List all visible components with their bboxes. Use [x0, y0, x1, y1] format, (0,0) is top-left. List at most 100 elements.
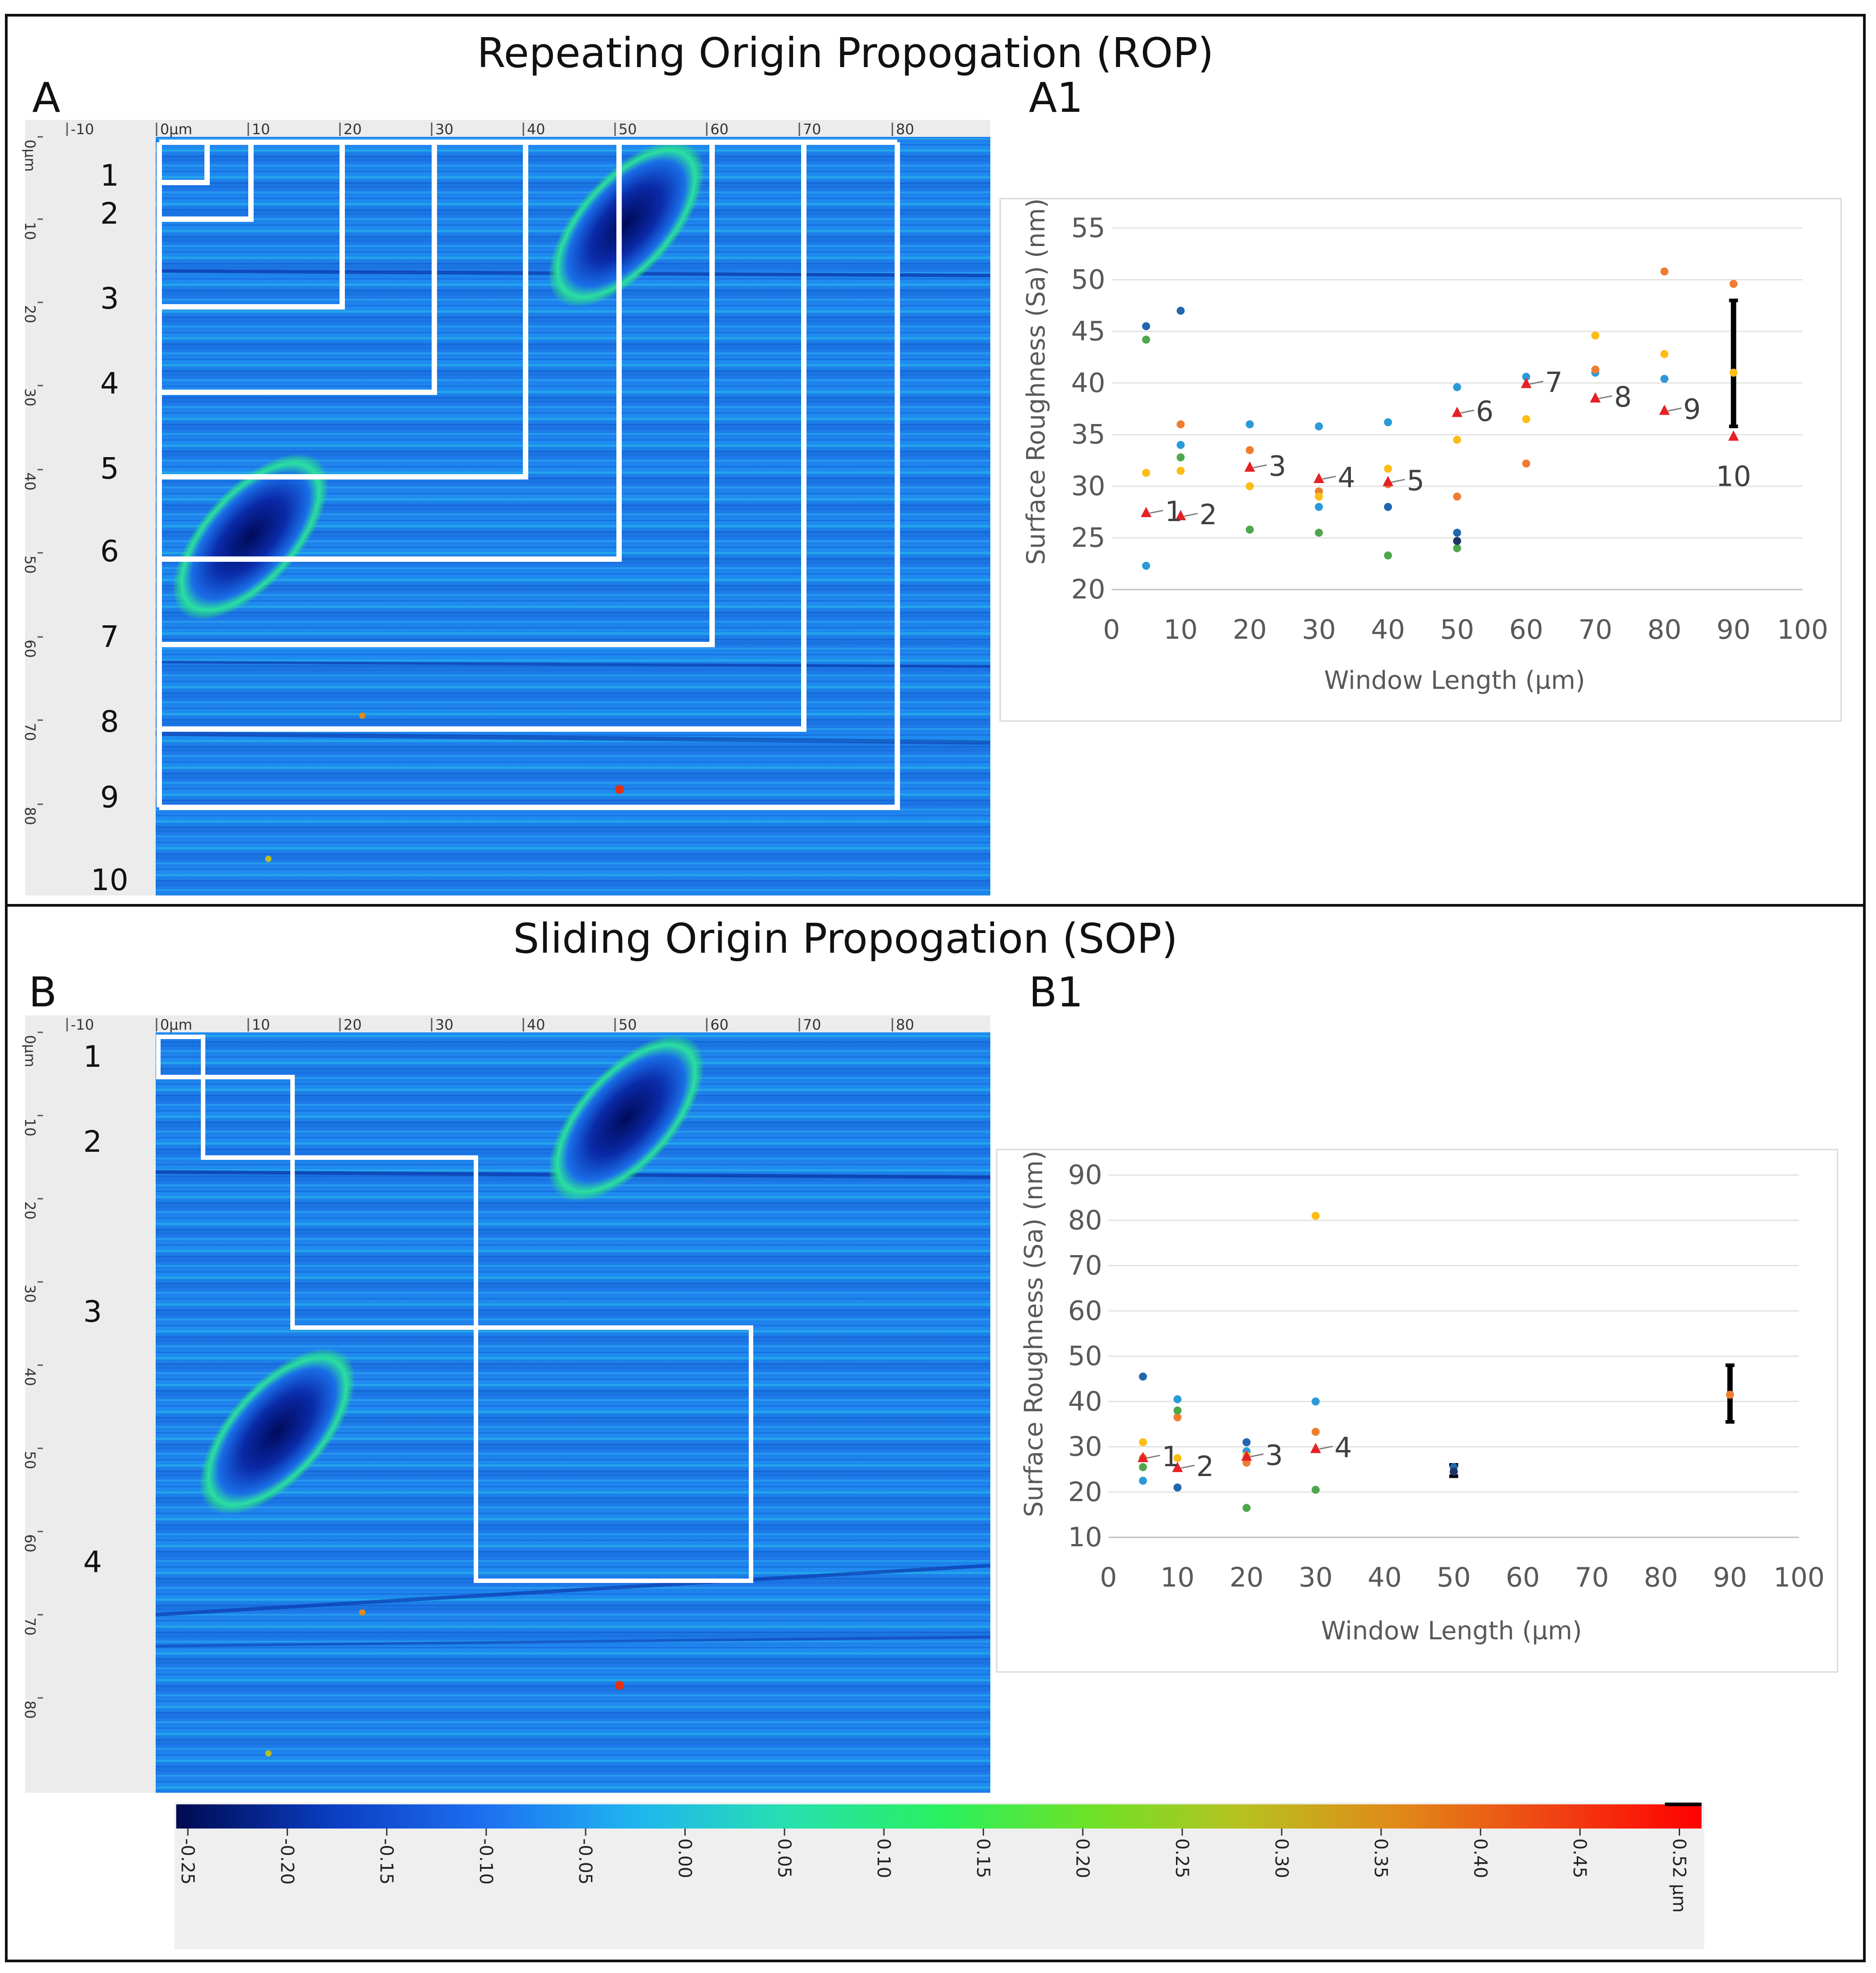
y-tick-label: 70	[1068, 1250, 1102, 1281]
ruler-left-b	[25, 1032, 156, 1793]
data-point-green	[1384, 551, 1392, 560]
ruler-top-label-b: 80	[896, 1016, 914, 1033]
data-point-orange	[1312, 1428, 1320, 1436]
data-point-light-blue	[1142, 561, 1150, 570]
ruler-left-label-a: 60	[21, 640, 38, 658]
y-tick-label: 45	[1071, 316, 1105, 347]
x-tick-label: 0	[1100, 1562, 1117, 1593]
data-point-light-blue	[1315, 503, 1323, 511]
ruler-top-label-a: 30	[435, 121, 454, 138]
y-tick-label: 40	[1071, 367, 1105, 399]
colorbar-tick-label: 0.35	[1371, 1838, 1391, 1878]
ruler-top-label-a: 70	[803, 121, 821, 138]
y-tick-label: 20	[1068, 1477, 1102, 1508]
data-point-orange	[1726, 1391, 1734, 1399]
ruler-top-label-b: 10	[252, 1016, 270, 1033]
rop-window-number: 2	[100, 196, 119, 231]
colorbar-tick-label: 0.10	[873, 1838, 894, 1878]
data-point-green	[1139, 1463, 1147, 1472]
annotation-leader	[1253, 464, 1267, 469]
sop-window-number: 1	[83, 1040, 102, 1074]
ruler-left-label-b: 30	[21, 1285, 38, 1303]
rop-window-number: 8	[100, 704, 119, 739]
pit-feature	[199, 1348, 356, 1515]
ruler-top-label-a: 20	[344, 121, 362, 138]
data-point-dark-blue	[1453, 529, 1461, 537]
data-point-dark-blue	[1139, 1372, 1147, 1381]
annotation-leader	[1250, 1453, 1264, 1458]
data-point-light-blue	[1384, 418, 1392, 427]
data-point-yellow	[1522, 415, 1530, 424]
data-point-yellow	[1312, 1212, 1320, 1220]
ruler-top-label-b: 70	[803, 1016, 821, 1033]
data-point-mean	[1659, 404, 1670, 415]
colorbar-tick-label: 0.40	[1470, 1838, 1490, 1878]
data-point-light-blue	[1139, 1477, 1147, 1485]
data-point-green	[1176, 453, 1185, 462]
rop-window-number: 3	[100, 281, 119, 316]
pit-feature	[548, 140, 705, 307]
annotation-leader	[1668, 407, 1682, 412]
ruler-top-label-a: 0µm	[160, 121, 192, 138]
data-point-mean	[1452, 407, 1463, 417]
x-tick-label: 20	[1233, 614, 1267, 645]
data-point-yellow	[1729, 369, 1738, 377]
y-tick-label: 25	[1071, 522, 1105, 554]
ruler-left-label-b: 40	[21, 1368, 38, 1386]
colorbar-ticks: -0.25 -0.20 -0.15 -0.10 -0.05 0.00 0.05 0.10 0.1…	[177, 1829, 1689, 1913]
x-tick-label: 60	[1506, 1562, 1540, 1593]
x-tick-label: 80	[1647, 614, 1681, 645]
data-point-yellow	[1246, 482, 1254, 491]
chart-a1-xlabel: Window Length (µm)	[1324, 666, 1585, 695]
x-tick-label: 40	[1371, 614, 1405, 645]
ruler-top-label-b: -10	[71, 1016, 94, 1033]
rop-window-number: 10	[91, 863, 128, 897]
colorbar-tick-label: -0.05	[575, 1838, 595, 1885]
colorbar-tick-label: 0.25	[1171, 1838, 1192, 1878]
data-point-mean	[1175, 510, 1186, 521]
data-point-light-blue	[1660, 375, 1668, 383]
point-annotation: 5	[1407, 464, 1424, 497]
data-point-light-blue	[1315, 422, 1323, 431]
data-point-orange	[1173, 1413, 1182, 1421]
ruler-left-label-a: 0µm	[21, 140, 38, 172]
ruler-top-label-b: 40	[527, 1016, 545, 1033]
data-point-light-blue	[1176, 441, 1185, 449]
y-tick-label: 80	[1068, 1205, 1102, 1236]
y-tick-label: 35	[1071, 419, 1105, 450]
y-tick-label: 40	[1068, 1386, 1102, 1417]
x-tick-label: 90	[1716, 614, 1750, 645]
data-point-green	[1142, 335, 1150, 344]
annotation-leader	[1460, 409, 1474, 414]
annotation-leader	[1322, 475, 1336, 480]
chart-b1-frame	[996, 1149, 1838, 1673]
ruler-top-label-b: 60	[710, 1016, 729, 1033]
data-point-dark-blue	[1173, 1483, 1182, 1492]
colorbar-tick-label: -0.20	[276, 1838, 297, 1885]
annotation-leader	[1181, 1464, 1195, 1469]
chart-a1-frame	[999, 198, 1842, 722]
panel-a-title: Repeating Origin Propogation (ROP)	[477, 29, 1214, 77]
rop-window-number: 4	[100, 366, 119, 401]
annotation-leader	[1319, 1446, 1333, 1450]
data-point-yellow	[1315, 492, 1323, 501]
data-point-mean	[1241, 1450, 1252, 1461]
x-tick-label: 100	[1777, 614, 1829, 645]
rulers: -10 0µm 10 20 30 40 50 60 70 80 0µm 10 20 30 40 50 60 70 8…	[21, 121, 914, 1719]
annotation-leader	[1149, 509, 1163, 514]
data-point-mean	[1172, 1462, 1183, 1472]
data-point-dark-blue	[1384, 503, 1392, 511]
data-point-orange	[1453, 492, 1461, 501]
data-point-yellow	[1173, 1454, 1182, 1462]
ruler-top-label-b: 20	[344, 1016, 362, 1033]
ruler-left-label-a: 70	[21, 723, 38, 741]
x-tick-label: 100	[1774, 1562, 1825, 1593]
ruler-left-label-b: 80	[21, 1701, 38, 1719]
y-tick-label: 50	[1068, 1341, 1102, 1372]
data-point-orange	[1729, 280, 1738, 288]
ruler-top-label-a: 50	[619, 121, 637, 138]
x-tick-label: 10	[1163, 614, 1197, 645]
point-annotation: 3	[1265, 1439, 1283, 1472]
height-map-a	[25, 120, 991, 895]
colorbar-tick-label: 0.30	[1271, 1838, 1291, 1878]
